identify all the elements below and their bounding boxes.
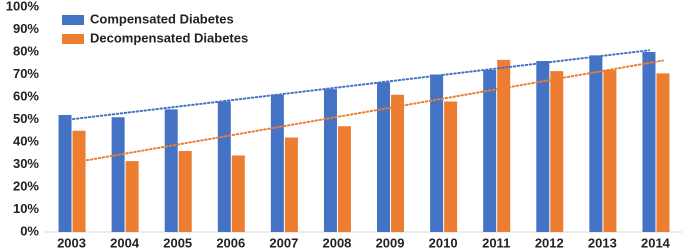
bar [231,155,245,232]
trend-line [64,49,650,122]
bar [270,94,284,232]
x-tick-label: 2008 [322,235,351,250]
bar [550,71,564,232]
y-tick-label: 70% [13,66,39,81]
legend-label: Compensated Diabetes [90,11,234,26]
y-tick-label: 30% [13,156,39,171]
bar [217,101,231,232]
x-tick-label: 2006 [216,235,245,250]
y-tick-label: 60% [13,88,39,103]
y-tick-label: 40% [13,133,39,148]
bar [164,109,178,232]
legend-swatch [62,15,84,25]
bar [536,61,550,232]
bar [603,70,617,232]
x-tick-label: 2010 [429,235,458,250]
y-tick-label: 80% [13,43,39,58]
x-tick-label: 2014 [641,235,671,250]
y-tick-label: 50% [13,111,39,126]
bar [377,82,391,232]
y-tick-label: 0% [20,223,39,238]
bar [391,94,405,232]
x-tick-label: 2005 [163,235,192,250]
x-tick-label: 2011 [482,235,510,250]
bar [337,126,351,232]
x-tick-label: 2003 [57,235,86,250]
x-tick-label: 2004 [110,235,140,250]
bar [323,89,337,232]
bar [656,73,670,232]
x-tick-label: 2009 [376,235,405,250]
x-tick-label: 2007 [269,235,298,250]
y-tick-label: 20% [13,178,39,193]
legend-label: Decompensated Diabetes [90,30,248,45]
y-tick-label: 90% [13,21,39,36]
bar [483,70,497,232]
bar [444,101,458,232]
x-tick-label: 2013 [588,235,617,250]
bar [589,55,603,232]
bar [178,151,192,232]
y-tick-label: 10% [13,201,39,216]
bar [125,161,139,232]
y-tick-label: 100% [6,0,40,13]
x-tick-label: 2012 [535,235,564,250]
trend-line [78,59,664,163]
legend-swatch [62,34,84,44]
bar [642,52,656,232]
bar [111,117,125,232]
bar [497,59,511,232]
bar [284,137,298,232]
bar [430,74,444,232]
bar [58,115,72,232]
bar [72,130,86,232]
